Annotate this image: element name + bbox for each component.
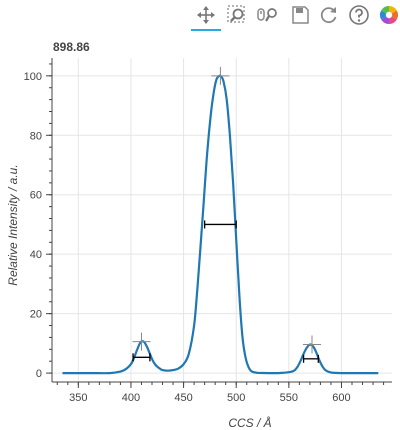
x-tick-label: 550 — [280, 392, 298, 404]
peak-annotations — [132, 66, 321, 363]
y-tick-label: 40 — [30, 249, 42, 261]
box-zoom-icon — [227, 5, 245, 23]
reset-icon — [320, 7, 337, 24]
box-zoom-tool[interactable] — [224, 2, 250, 28]
peak-marker — [211, 66, 230, 85]
pan-icon — [197, 6, 215, 24]
y-tick-label: 60 — [30, 190, 42, 202]
x-tick-label: 400 — [122, 392, 140, 404]
y-tick-label: 80 — [30, 130, 42, 142]
y-tick-label: 100 — [24, 71, 42, 83]
toolbar — [0, 0, 400, 32]
x-tick-label: 500 — [227, 392, 245, 404]
save-icon — [292, 6, 309, 24]
plot-title: 898.86 — [53, 40, 90, 54]
peak-marker — [303, 335, 321, 354]
x-axis-label: CCS / Å — [228, 416, 272, 430]
fwhm-bar — [132, 353, 151, 362]
x-tick-label: 600 — [332, 392, 350, 404]
fwhm-bar — [302, 354, 319, 363]
bokeh-logo[interactable] — [376, 2, 400, 28]
reset-tool[interactable] — [316, 2, 342, 28]
bokeh-logo-icon — [379, 5, 399, 25]
peak-marker — [132, 332, 151, 351]
wheel-zoom-tool[interactable] — [255, 2, 281, 28]
help-tool[interactable] — [346, 2, 372, 28]
x-tick-label: 450 — [174, 392, 192, 404]
grid-lines — [52, 58, 392, 382]
pan-tool[interactable] — [191, 2, 221, 31]
x-tick-label: 350 — [69, 392, 87, 404]
axes: 350 400 450 500 550 600 0 20 40 60 80 100 — [24, 58, 392, 404]
help-icon — [349, 5, 369, 25]
y-axis-label: Relative Intensity / a.u. — [6, 164, 20, 286]
fwhm-bar — [203, 220, 237, 229]
y-tick-label: 0 — [36, 368, 42, 380]
wheel-zoom-icon — [257, 8, 277, 22]
y-tick-label: 20 — [30, 309, 42, 321]
save-tool[interactable] — [287, 2, 313, 28]
